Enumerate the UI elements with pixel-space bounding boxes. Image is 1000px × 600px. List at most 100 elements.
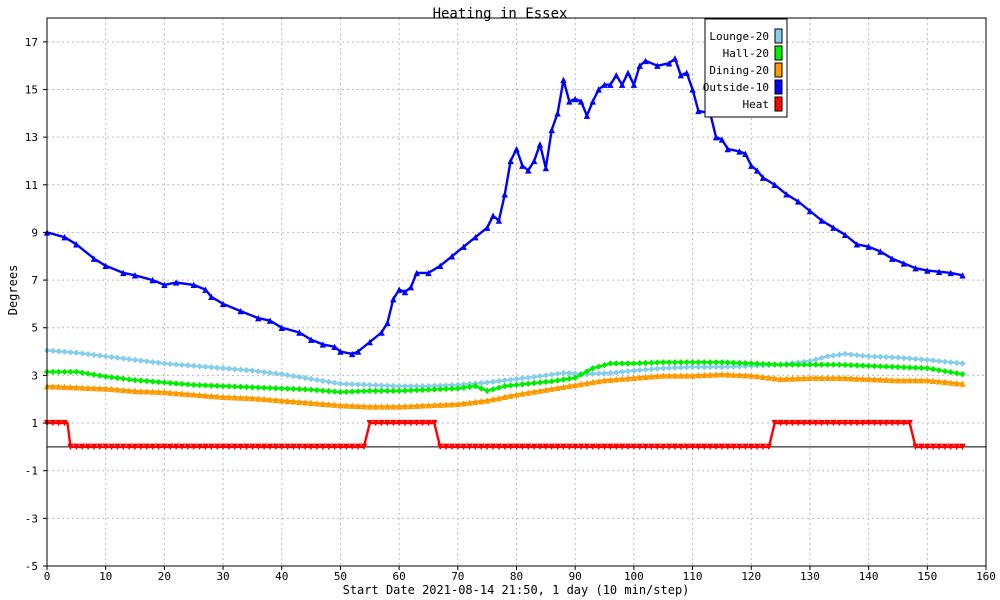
hall-20-point <box>67 368 74 376</box>
heat-point <box>560 443 567 451</box>
heat-point <box>824 419 831 427</box>
heat-point <box>630 443 638 451</box>
dining-20-point <box>871 376 878 383</box>
outside-10-point <box>237 307 244 315</box>
dining-20-point <box>800 374 808 382</box>
heat-point <box>542 443 550 451</box>
x-tick-label: 10 <box>99 570 112 583</box>
lounge-20-point <box>613 369 620 376</box>
lounge-20-point <box>478 379 485 387</box>
dining-20-point <box>536 387 544 394</box>
lounge-20-point <box>865 353 872 360</box>
dining-20-point <box>660 372 667 379</box>
heat-point <box>372 419 379 427</box>
lounge-20-point <box>196 363 203 370</box>
dining-20-point <box>472 398 479 406</box>
lounge-20-point <box>929 357 937 364</box>
x-tick-label: 160 <box>976 570 996 583</box>
lounge-20-point <box>331 379 338 386</box>
lounge-20-point <box>953 359 960 367</box>
hall-20-point <box>701 359 708 366</box>
dining-20-point <box>630 374 638 381</box>
lounge-20-point <box>302 374 309 382</box>
hall-20-point <box>818 361 825 368</box>
dining-20-point <box>208 392 215 400</box>
outside-10-point <box>947 269 954 277</box>
outside-10-point <box>548 126 555 134</box>
outside-10-point <box>208 293 215 300</box>
lounge-20-point <box>689 363 696 371</box>
lounge-20-point <box>190 362 197 370</box>
heat-point <box>278 443 285 451</box>
hall-20-point <box>125 376 133 383</box>
lounge-20-point <box>67 349 74 356</box>
hall-20-point <box>296 386 303 393</box>
heat-point <box>272 443 280 451</box>
lounge-20-point <box>853 351 861 359</box>
hall-20-point <box>255 384 262 391</box>
heat-point <box>266 443 274 451</box>
hall-20-point <box>73 368 80 376</box>
outside-10-point <box>495 217 503 224</box>
heat-point <box>765 443 773 451</box>
lounge-20-point <box>624 368 632 375</box>
y-tick-label: 17 <box>25 36 38 49</box>
hall-20-point <box>806 361 814 368</box>
dining-20-point <box>859 375 866 382</box>
dining-20-point <box>460 400 467 407</box>
lounge-20-point <box>249 367 256 374</box>
outside-10-point <box>513 145 520 153</box>
dining-20-point <box>894 376 902 384</box>
dining-20-point <box>272 396 280 404</box>
lounge-20-point <box>337 380 344 387</box>
hall-20-point <box>231 383 238 390</box>
dining-20-point <box>830 374 837 381</box>
heat-point <box>812 419 820 427</box>
outside-10-point <box>742 150 749 158</box>
outside-10-point <box>818 217 825 224</box>
heat-point <box>390 419 397 427</box>
outside-10-point <box>472 234 479 241</box>
hall-20-point <box>853 362 861 369</box>
outside-10-point <box>525 167 532 174</box>
outside-10-point <box>296 329 303 336</box>
lounge-20-point <box>906 355 913 362</box>
hall-20-point <box>137 377 145 384</box>
lounge-20-point <box>266 369 274 376</box>
lounge-20-point <box>172 361 180 368</box>
lounge-20-point <box>894 354 902 361</box>
dining-20-point <box>665 372 673 379</box>
outside-10-point <box>853 241 861 248</box>
series-outside-10 <box>43 55 966 358</box>
hall-20-point <box>742 360 749 367</box>
outside-10-point <box>255 315 262 322</box>
dining-20-point <box>143 388 150 395</box>
lounge-20-point <box>454 381 462 389</box>
hall-20-point <box>613 360 620 367</box>
heat-point <box>947 443 954 451</box>
dining-20-point <box>255 395 262 402</box>
heat-point <box>255 443 262 451</box>
dining-20-point <box>730 371 737 378</box>
lounge-20-point <box>419 382 426 390</box>
dining-20-point <box>190 391 197 398</box>
heat-point <box>79 443 86 451</box>
dining-20-point <box>724 371 731 378</box>
lounge-20-point <box>859 352 866 359</box>
dining-20-point <box>243 394 250 401</box>
heat-point <box>507 443 514 451</box>
hall-20-point <box>748 360 755 367</box>
x-tick-label: 60 <box>393 570 406 583</box>
hall-20-point <box>266 384 274 392</box>
lounge-20-point <box>360 381 368 388</box>
lounge-20-point <box>131 356 139 364</box>
heat-point <box>125 443 133 451</box>
hall-20-point <box>736 359 743 367</box>
dining-20-point <box>812 374 820 381</box>
dining-20-point <box>384 403 391 410</box>
lounge-20-point <box>55 348 62 355</box>
hall-20-point <box>401 387 409 394</box>
dining-20-point <box>225 393 233 401</box>
hall-20-point <box>654 359 661 366</box>
hall-20-point <box>196 381 203 389</box>
